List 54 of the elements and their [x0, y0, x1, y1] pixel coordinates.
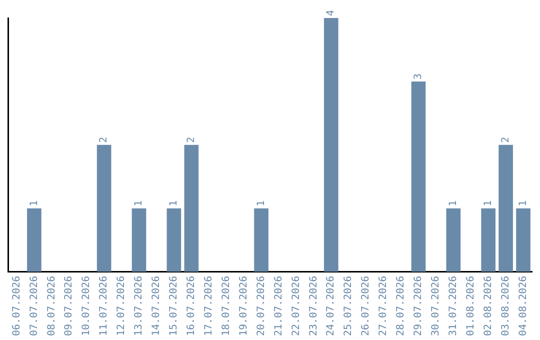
bar — [254, 208, 268, 272]
bar — [324, 18, 338, 272]
x-tick-label: 01.08.2026 — [465, 276, 476, 336]
x-tick-label: 30.07.2026 — [430, 276, 442, 336]
bar — [132, 208, 146, 272]
data-label: 1 — [256, 200, 267, 206]
x-tick-label: 21.07.2026 — [273, 276, 284, 336]
x-tick-label: 29.07.2026 — [413, 276, 424, 336]
x-tick-label: 04.08.2026 — [518, 276, 529, 336]
x-tick-label: 09.07.2026 — [64, 276, 75, 336]
data-label: 1 — [28, 200, 40, 206]
data-label: 1 — [448, 200, 459, 206]
x-tick-label: 17.07.2026 — [203, 276, 214, 336]
bar — [446, 208, 461, 272]
x-tick-label: 28.07.2026 — [396, 276, 407, 336]
bar — [481, 208, 496, 272]
data-label: 1 — [134, 200, 145, 206]
x-tick-label: 12.07.2026 — [116, 276, 128, 336]
x-tick-label: 22.07.2026 — [290, 276, 302, 336]
x-tick-label: 07.07.2026 — [28, 276, 40, 336]
x-tick-label: 06.07.2026 — [11, 276, 22, 336]
data-label: 4 — [326, 10, 337, 16]
data-label: 2 — [500, 136, 512, 143]
data-label: 2 — [186, 136, 197, 143]
x-tick-label: 03.08.2026 — [500, 276, 512, 336]
x-tick-label: 27.07.2026 — [378, 276, 390, 336]
x-tick-label: 26.07.2026 — [360, 276, 372, 336]
x-tick-label: 15.07.2026 — [168, 276, 180, 336]
data-label: 2 — [98, 136, 110, 143]
x-tick-label: 02.08.2026 — [482, 276, 494, 336]
x-tick-label: 11.07.2026 — [98, 276, 110, 336]
data-label: 1 — [482, 200, 494, 206]
x-tick-label: 20.07.2026 — [256, 276, 267, 336]
x-tick-label: 19.07.2026 — [238, 276, 250, 336]
bar — [96, 144, 112, 272]
bar — [411, 81, 426, 272]
x-tick-label: 18.07.2026 — [220, 276, 232, 336]
bar — [27, 208, 42, 272]
x-tick-label: 31.07.2026 — [448, 276, 459, 336]
x-tick-label: 08.07.2026 — [46, 276, 58, 336]
bar — [516, 208, 530, 272]
x-tick-label: 25.07.2026 — [343, 276, 354, 336]
data-label: 1 — [168, 200, 180, 206]
x-tick-label: 23.07.2026 — [308, 276, 320, 336]
x-tick-label: 10.07.2026 — [81, 276, 92, 336]
x-tick-label: 24.07.2026 — [326, 276, 337, 336]
x-tick-label: 14.07.2026 — [151, 276, 162, 336]
bar — [166, 208, 182, 272]
x-tick-label: 16.07.2026 — [186, 276, 197, 336]
bar — [498, 144, 513, 272]
x-tick-label: 13.07.2026 — [134, 276, 145, 336]
bar — [184, 144, 199, 272]
data-label: 1 — [518, 200, 529, 206]
data-label: 3 — [413, 73, 424, 80]
